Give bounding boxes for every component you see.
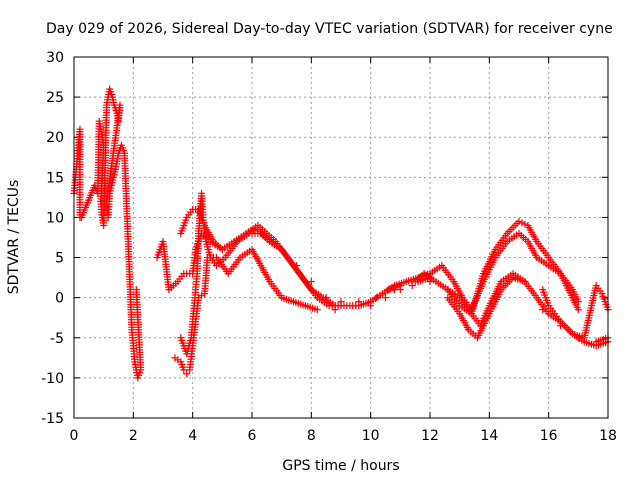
y-axis-label: SDTVAR / TECUs — [6, 180, 22, 295]
y-tick-label: 30 — [46, 50, 64, 66]
data-point — [515, 217, 523, 225]
y-tick-label: 5 — [55, 251, 64, 267]
data-point — [355, 298, 363, 306]
data-point — [337, 298, 345, 306]
data-point — [574, 306, 582, 314]
data-point — [408, 282, 416, 290]
x-tick-label: 2 — [129, 428, 138, 444]
y-tick-label: 20 — [46, 130, 64, 146]
data-point — [248, 228, 256, 236]
x-tick-label: 14 — [480, 428, 498, 444]
data-point — [373, 294, 381, 302]
data-point — [313, 306, 321, 314]
data-point — [278, 246, 286, 254]
x-tick-label: 0 — [70, 428, 79, 444]
data-point — [521, 278, 529, 286]
data-point — [132, 286, 140, 294]
data-point — [521, 220, 529, 228]
x-axis-label: GPS time / hours — [282, 458, 399, 474]
data-points — [70, 85, 612, 382]
data-point — [331, 306, 339, 314]
y-tick-label: -5 — [50, 331, 64, 347]
y-tick-label: 0 — [55, 291, 64, 307]
x-tick-label: 18 — [599, 428, 617, 444]
y-tick-label: -15 — [41, 411, 64, 427]
data-point — [539, 306, 547, 314]
x-tick-label: 8 — [307, 428, 316, 444]
y-tick-label: 10 — [46, 210, 64, 226]
x-tick-label: 4 — [188, 428, 197, 444]
data-point — [293, 262, 300, 270]
data-point — [251, 227, 259, 235]
x-tick-label: 6 — [248, 428, 257, 444]
y-tick-label: -10 — [41, 371, 64, 387]
plot-frame — [73, 56, 609, 419]
x-tick-label: 16 — [540, 428, 558, 444]
data-point — [518, 219, 526, 227]
data-point — [307, 278, 315, 286]
data-point — [426, 278, 434, 286]
grid-lines — [74, 57, 608, 418]
axes — [73, 56, 609, 419]
x-tick-label: 12 — [421, 428, 439, 444]
tick-labels: 0 2 4 6 8 10 12 14 16 18 -15 -10 -5 0 5 10 15 20 25 30 — [41, 50, 617, 444]
data-point — [183, 370, 191, 378]
data-point — [322, 294, 330, 302]
data-point — [367, 298, 375, 306]
data-point — [349, 302, 357, 310]
data-point — [180, 366, 188, 374]
x-tick-label: 10 — [362, 428, 380, 444]
y-tick-label: 15 — [46, 170, 64, 186]
y-tick-label: 25 — [46, 90, 64, 106]
data-point — [390, 286, 398, 294]
chart-title: Day 029 of 2026, Sidereal Day-to-day VTE… — [46, 21, 613, 37]
data-point — [245, 229, 253, 237]
data-point — [396, 282, 404, 290]
